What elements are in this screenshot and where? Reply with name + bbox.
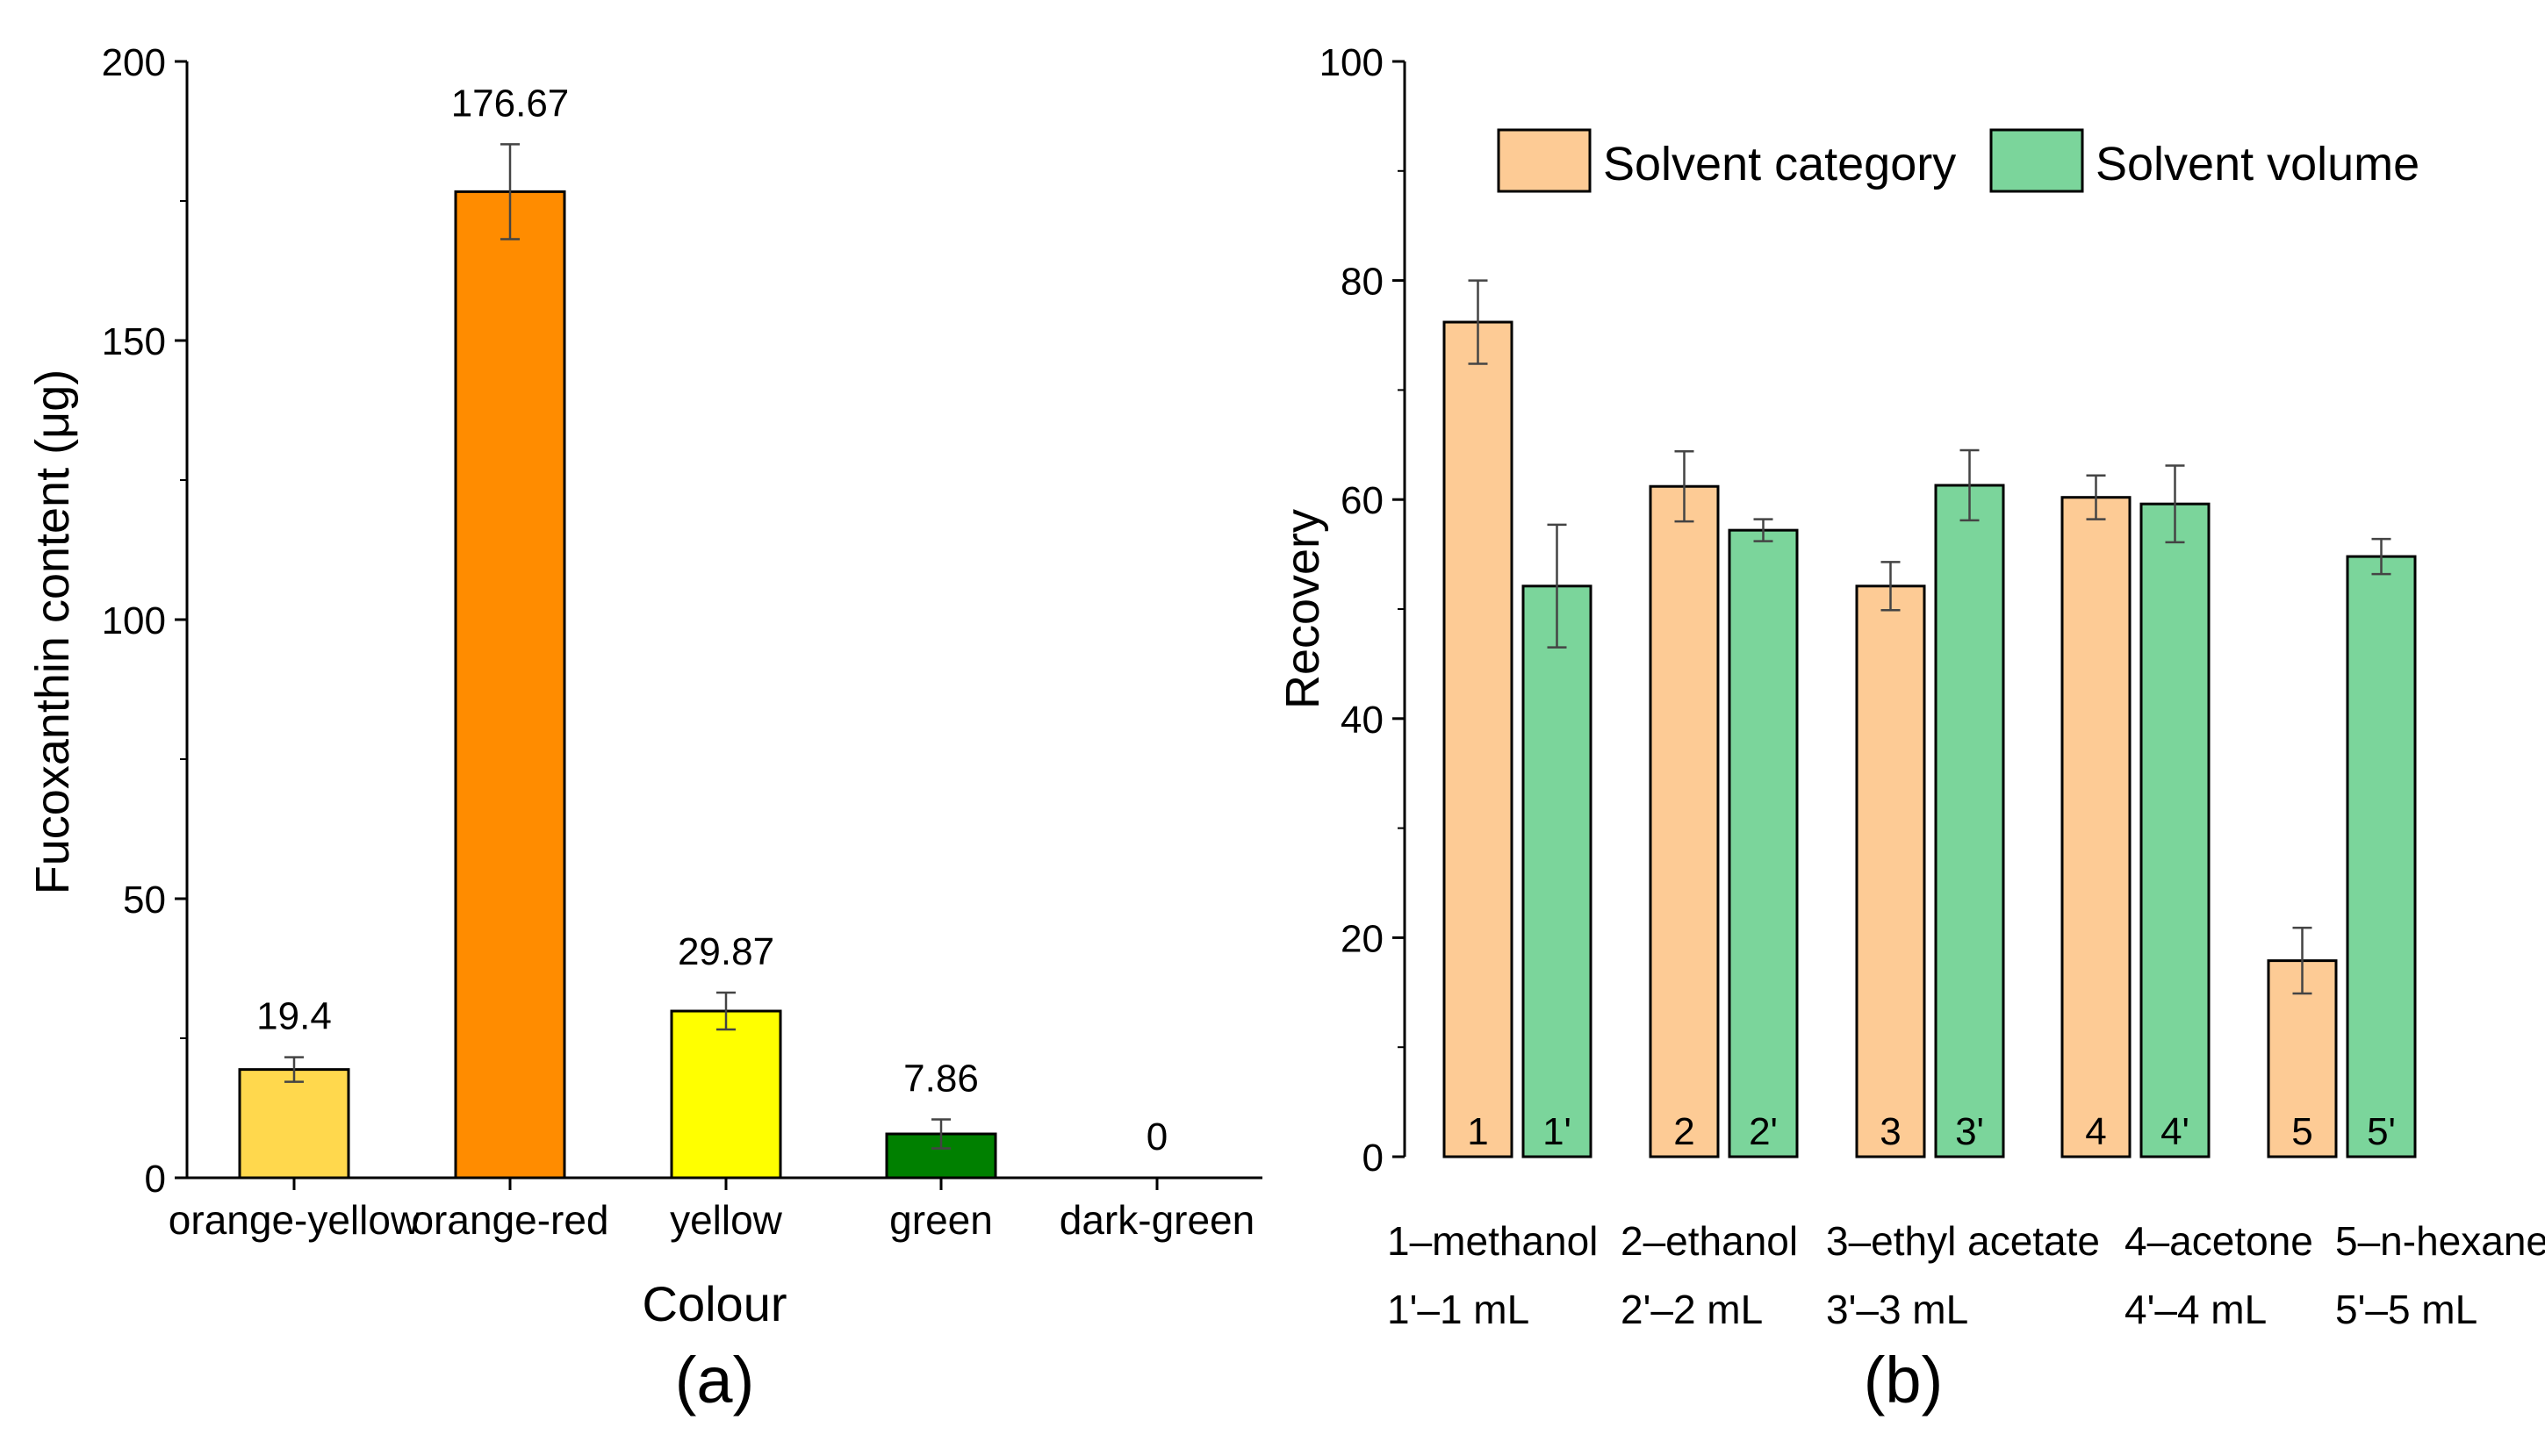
panel-a-category-label-orange-red: orange-red xyxy=(411,1197,608,1243)
panel-b-bar-1 xyxy=(1442,320,1513,1158)
panel-b-bar-number-label: 5 xyxy=(2291,1110,2312,1153)
panel-b-bar-number-label: 2 xyxy=(1673,1110,1694,1153)
panel-b-y-tick-label: 40 xyxy=(1341,699,1384,742)
panel-b-bar-3 xyxy=(1855,585,1926,1158)
panel-a-label: (a) xyxy=(675,1344,754,1417)
panel-b-bar-4p xyxy=(2139,502,2211,1158)
panel-b-y-tick-label: 60 xyxy=(1341,479,1384,522)
panel-b-bar-1p xyxy=(1521,585,1592,1158)
panel-a-category-label-green: green xyxy=(889,1197,993,1243)
panel-b: 1 2 3 4 5 1' 2' 3' 4' 5' 0 20 40 60 80 100 Recovery So… xyxy=(1276,41,2545,1417)
panel-a: 19.4 orange-yellow 176.67 orange-red 29.87 ye… xyxy=(26,41,1262,1417)
group-label-1-line2: 1'–1 mL xyxy=(1387,1287,1529,1332)
panel-a-value-label-yellow: 29.87 xyxy=(678,930,774,973)
panel-a-value-label-orange-red: 176.67 xyxy=(451,82,570,125)
group-label-2-line1: 2–ethanol xyxy=(1621,1218,1798,1264)
panel-b-bar-number-label: 4' xyxy=(2160,1110,2189,1153)
panel-b-label: (b) xyxy=(1864,1344,1943,1417)
group-label-5-line1: 5–n-hexane xyxy=(2335,1218,2545,1264)
panel-a-plot-area: 19.4 orange-yellow 176.67 orange-red 29.87 ye… xyxy=(169,82,1255,1243)
panel-b-bar-5p xyxy=(2346,555,2417,1158)
panel-a-y-tick-label: 150 xyxy=(102,320,166,363)
legend-swatch-solvent-volume xyxy=(1989,128,2084,193)
panel-a-y-tick-label: 200 xyxy=(102,41,166,84)
panel-a-bar-yellow xyxy=(670,1009,782,1180)
panel-b-y-tick-label: 80 xyxy=(1341,261,1384,304)
legend-swatch-solvent-category xyxy=(1497,128,1592,193)
panel-b-group-labels: 1–methanol 1'–1 mL 2–ethanol 2'–2 mL 3–e… xyxy=(1387,1218,2545,1332)
panel-b-bar-2 xyxy=(1649,484,1720,1158)
panel-b-bar-number-label: 1 xyxy=(1467,1110,1488,1153)
panel-a-y-tick-label: 50 xyxy=(123,879,166,922)
panel-a-bar-orange-red xyxy=(454,190,566,1180)
group-label-3-line1: 3–ethyl acetate xyxy=(1826,1218,2100,1264)
panel-a-y-tick-label: 100 xyxy=(102,599,166,642)
panel-b-bar-number-label: 5' xyxy=(2367,1110,2396,1153)
legend-label-solvent-volume: Solvent volume xyxy=(2096,138,2419,190)
panel-b-bar-number-label: 3' xyxy=(1955,1110,1984,1153)
panel-b-bar-2p xyxy=(1728,528,1799,1158)
panel-a-value-label-green: 7.86 xyxy=(903,1057,979,1100)
group-label-1-line1: 1–methanol xyxy=(1387,1218,1598,1264)
panel-b-bar-number-label: 4 xyxy=(2085,1110,2106,1153)
panel-b-bar-number-label: 3 xyxy=(1880,1110,1901,1153)
group-label-2-line2: 2'–2 mL xyxy=(1621,1287,1763,1332)
panel-a-category-label-dark-green: dark-green xyxy=(1060,1197,1255,1243)
group-label-3-line2: 3'–3 mL xyxy=(1826,1287,1968,1332)
panel-b-y-tick-label: 20 xyxy=(1341,917,1384,960)
panel-b-y-tick-label: 100 xyxy=(1319,41,1384,84)
panel-b-bar-3p xyxy=(1934,484,2005,1158)
group-label-4-line2: 4'–4 mL xyxy=(2124,1287,2267,1332)
panel-b-legend: Solvent category Solvent volume xyxy=(1497,128,2419,193)
panel-a-bar-orange-yellow xyxy=(238,1068,350,1180)
panel-b-y-axis-label: Recovery xyxy=(1276,509,1329,709)
panel-a-category-label-yellow: yellow xyxy=(670,1197,783,1243)
panel-a-value-label-orange-yellow: 19.4 xyxy=(256,995,332,1038)
panel-b-y-ticks: 0 20 40 60 80 100 xyxy=(1319,41,1405,1180)
group-label-5-line2: 5'–5 mL xyxy=(2335,1287,2477,1332)
panel-a-y-ticks: 0 50 100 150 200 xyxy=(102,41,187,1201)
panel-a-y-axis-label: Fucoxanthin content (μg) xyxy=(26,369,79,894)
panel-b-bar-4 xyxy=(2060,496,2132,1158)
panel-a-x-axis-label: Colour xyxy=(643,1276,787,1331)
legend-label-solvent-category: Solvent category xyxy=(1603,138,1956,190)
panel-a-value-label-dark-green: 0 xyxy=(1147,1115,1168,1158)
panel-a-category-label-orange-yellow: orange-yellow xyxy=(169,1197,421,1243)
group-label-4-line1: 4–acetone xyxy=(2124,1218,2313,1264)
panel-b-bar-number-label: 2' xyxy=(1749,1110,1778,1153)
panel-a-y-tick-label: 0 xyxy=(145,1158,166,1201)
panel-b-y-tick-label: 0 xyxy=(1362,1137,1384,1180)
panel-b-bar-number-label: 1' xyxy=(1542,1110,1571,1153)
panel-b-plot-area: 1 2 3 4 5 1' 2' 3' 4' 5' xyxy=(1442,279,2417,1158)
